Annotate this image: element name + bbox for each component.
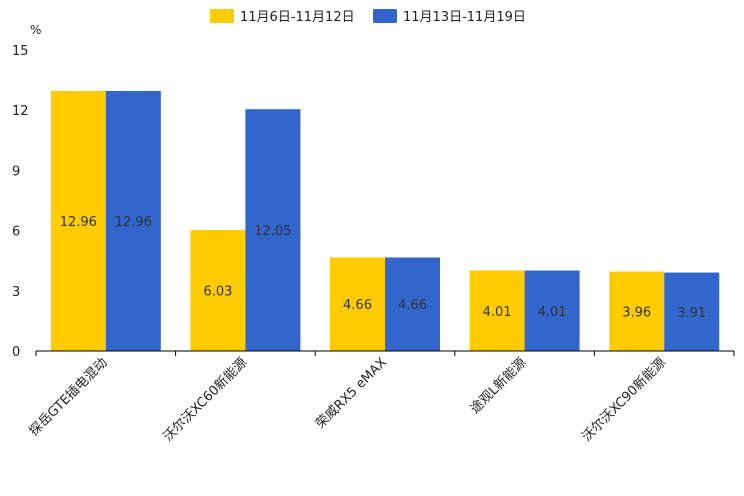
legend-swatch-series-2 [373, 9, 397, 23]
category-label: 沃尔沃XC90新能源 [579, 355, 669, 445]
y-axis-ticks: 0 3 6 9 12 15 [12, 44, 29, 360]
y-axis-unit-label: % [30, 23, 41, 37]
data-label: 3.96 [622, 305, 651, 320]
bars [50, 90, 720, 352]
data-label: 12.05 [254, 224, 291, 239]
legend-label-series-1: 11月6日-11月12日 [240, 10, 355, 25]
category-label: 探岳GTE插电混动 [27, 355, 111, 439]
data-label: 12.96 [60, 215, 97, 230]
bar-4-series-2 [524, 270, 580, 351]
bar-2-series-2 [245, 109, 301, 352]
y-tick-label: 15 [12, 44, 29, 59]
bar-1-series-2 [105, 90, 161, 351]
data-label: 4.66 [398, 298, 427, 313]
bar-5-series-1 [609, 271, 665, 351]
bar-4-series-1 [469, 270, 525, 351]
y-tick-label: 9 [12, 164, 20, 179]
data-label: 4.01 [538, 305, 567, 320]
category-label: 沃尔沃XC60新能源 [160, 355, 250, 445]
legend-label-series-2: 11月13日-11月19日 [403, 10, 526, 25]
bar-2-series-1 [190, 229, 246, 351]
y-tick-label: 12 [12, 104, 29, 119]
data-label: 4.66 [343, 298, 372, 313]
category-labels: 探岳GTE插电混动 沃尔沃XC60新能源 荣威RX5 eMAX 途观L新能源 沃尔沃XC… [27, 355, 669, 445]
data-label: 4.01 [483, 305, 512, 320]
bar-1-series-1 [50, 90, 106, 351]
y-tick-label: 3 [12, 285, 20, 300]
y-tick-label: 6 [12, 225, 20, 240]
bar-5-series-2 [664, 272, 720, 351]
category-label: 荣威RX5 eMAX [313, 355, 390, 432]
bar-3-series-1 [330, 257, 385, 351]
data-label: 3.91 [677, 306, 706, 321]
data-labels: 12.96 12.96 6.03 12.05 4.66 4.66 4.01 4.01 3.96 3… [60, 215, 706, 321]
data-label: 12.96 [115, 215, 152, 230]
bar-3-series-2 [385, 257, 440, 351]
category-label: 途观L新能源 [467, 355, 529, 417]
legend: 11月6日-11月12日 11月13日-11月19日 [210, 9, 526, 25]
y-tick-label: 0 [12, 345, 20, 360]
x-axis-ticks [35, 351, 735, 356]
data-label: 6.03 [203, 284, 232, 299]
legend-swatch-series-1 [210, 9, 234, 23]
